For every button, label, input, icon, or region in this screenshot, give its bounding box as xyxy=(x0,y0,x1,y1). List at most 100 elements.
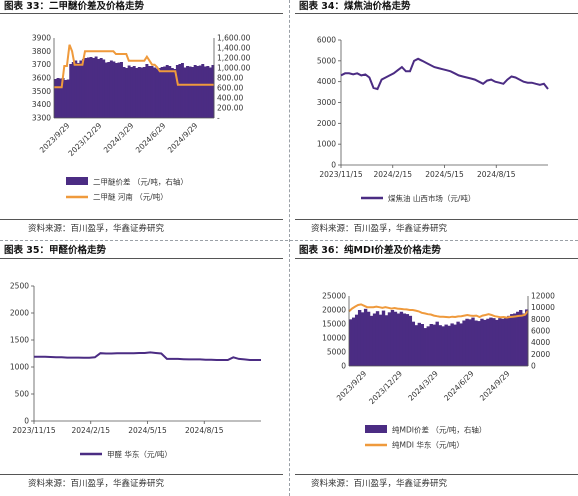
chart-title: 图表 34：煤焦油价格走势 xyxy=(299,1,411,12)
title-rule xyxy=(0,258,283,259)
y-tick-label: 3700 xyxy=(32,60,51,69)
x-tick-label: 2024/2/15 xyxy=(374,170,413,179)
bar xyxy=(92,58,96,118)
x-tick-label: 2023/11/15 xyxy=(12,426,55,435)
bar xyxy=(447,325,451,366)
x-tick-label: 2023/12/29 xyxy=(66,121,103,158)
bar xyxy=(441,326,445,366)
bar xyxy=(516,311,520,366)
bar xyxy=(84,58,88,118)
bar xyxy=(357,310,362,366)
y-tick-label: 0 xyxy=(24,417,29,426)
series-line xyxy=(340,57,549,91)
bar xyxy=(456,321,460,366)
bar xyxy=(89,57,93,118)
bar xyxy=(471,317,475,366)
series-line xyxy=(34,351,261,361)
bar xyxy=(360,312,365,366)
bar xyxy=(150,66,154,118)
bar xyxy=(56,78,60,118)
bar xyxy=(59,78,63,118)
bar xyxy=(387,312,392,366)
y-tick-label-right: 400.00 xyxy=(217,94,243,103)
x-tick-label: 2023/9/29 xyxy=(38,121,72,155)
y-tick-label-right: 4000 xyxy=(531,338,550,347)
x-tick-label: 2024/8/15 xyxy=(477,170,516,179)
y-tick-label-right: 1,600.00 xyxy=(217,34,251,43)
y-tick-label: 3600 xyxy=(32,74,51,83)
bar xyxy=(64,80,68,118)
bar xyxy=(206,66,210,118)
y-tick-label-right: 1,000.00 xyxy=(217,64,251,73)
y-tick-label: 3000 xyxy=(317,98,336,107)
y-tick-label: 1000 xyxy=(10,363,29,372)
bar xyxy=(498,318,502,366)
bar xyxy=(104,62,108,118)
bar xyxy=(135,68,139,118)
bar xyxy=(459,323,463,366)
bar xyxy=(492,318,496,366)
x-tick-label: 2024/3/29 xyxy=(102,121,136,155)
chart-panel-coal-tar: 图表 34：煤焦油价格走势 0 1000 2000 3000 4000 5000 6000 2… xyxy=(289,0,578,245)
bar xyxy=(127,65,131,118)
bar xyxy=(372,313,377,366)
bar xyxy=(173,69,177,118)
y-tick-label: 2000 xyxy=(317,119,336,128)
y-tick-label-right: 200.00 xyxy=(217,104,243,113)
bar xyxy=(198,65,202,118)
bar xyxy=(414,325,419,366)
bar xyxy=(519,310,523,366)
y-tick-label: 3900 xyxy=(32,34,51,43)
bar xyxy=(186,66,189,118)
y-tick-label-right: 800.00 xyxy=(217,74,243,83)
bar xyxy=(170,68,174,118)
column-divider xyxy=(289,0,290,496)
bar xyxy=(125,68,129,118)
bar xyxy=(130,67,134,118)
chart-panel-dimethyl-ether: 图表 33：二甲醚价差及价格走势 3300 3400 3500 3600 3700 380… xyxy=(0,0,289,245)
chart-panel-formaldehyde: 图表 35：甲醛价格走势 0 500 1000 1500 2000 2500 2023/11… xyxy=(0,244,289,496)
chart-mdi: 0 5000 10000 15000 20000 25000 0 2000 4000 6000 80… xyxy=(322,292,555,450)
y-tick-label: 15000 xyxy=(322,320,346,329)
bar xyxy=(94,56,98,118)
x-tick-label: 2024/2/15 xyxy=(72,426,111,435)
source-rule xyxy=(0,219,283,220)
source-rule xyxy=(0,474,283,475)
bar xyxy=(423,328,427,366)
legend-swatch-bar xyxy=(66,177,88,185)
bar xyxy=(165,65,169,118)
bar xyxy=(102,59,106,118)
bar xyxy=(193,65,197,118)
y-tick-label: 5000 xyxy=(317,56,336,65)
bar xyxy=(411,321,416,366)
bar xyxy=(147,66,151,118)
chart-dimethyl-ether: 3300 3400 3500 3600 3700 3800 3900 -200.00400.0… xyxy=(32,34,251,202)
x-tick-label: 2024/6/29 xyxy=(134,121,168,155)
source-rule xyxy=(295,219,578,220)
bar xyxy=(525,309,529,366)
bar xyxy=(489,317,493,366)
bar xyxy=(507,315,511,366)
chart-coal-tar: 0 1000 2000 3000 4000 5000 6000 2023/11/15 2024/… xyxy=(317,36,549,203)
x-tick-label: 2024/8/15 xyxy=(185,426,224,435)
bar xyxy=(71,62,75,118)
y-tick-label: 1000 xyxy=(317,140,336,149)
y-tick-label: 0 xyxy=(341,362,346,371)
y-tick-label-right: 6000 xyxy=(531,327,550,336)
y-tick-label: 2500 xyxy=(10,282,29,291)
bar xyxy=(399,311,404,366)
chart-title: 图表 35：甲醛价格走势 xyxy=(4,245,107,256)
bar xyxy=(420,324,424,366)
y-tick-label: 3400 xyxy=(32,100,51,109)
chart-title: 图表 36：纯MDI价差及价格走势 xyxy=(299,245,441,256)
bar xyxy=(483,319,487,366)
bar xyxy=(513,313,517,366)
bar xyxy=(468,319,472,366)
bar xyxy=(474,320,478,366)
bar xyxy=(369,315,374,366)
bar xyxy=(120,62,123,118)
bar xyxy=(375,311,380,366)
y-tick-label: 3800 xyxy=(32,47,51,56)
bar xyxy=(140,67,144,118)
x-tick-label: 2023/12/29 xyxy=(367,369,404,406)
